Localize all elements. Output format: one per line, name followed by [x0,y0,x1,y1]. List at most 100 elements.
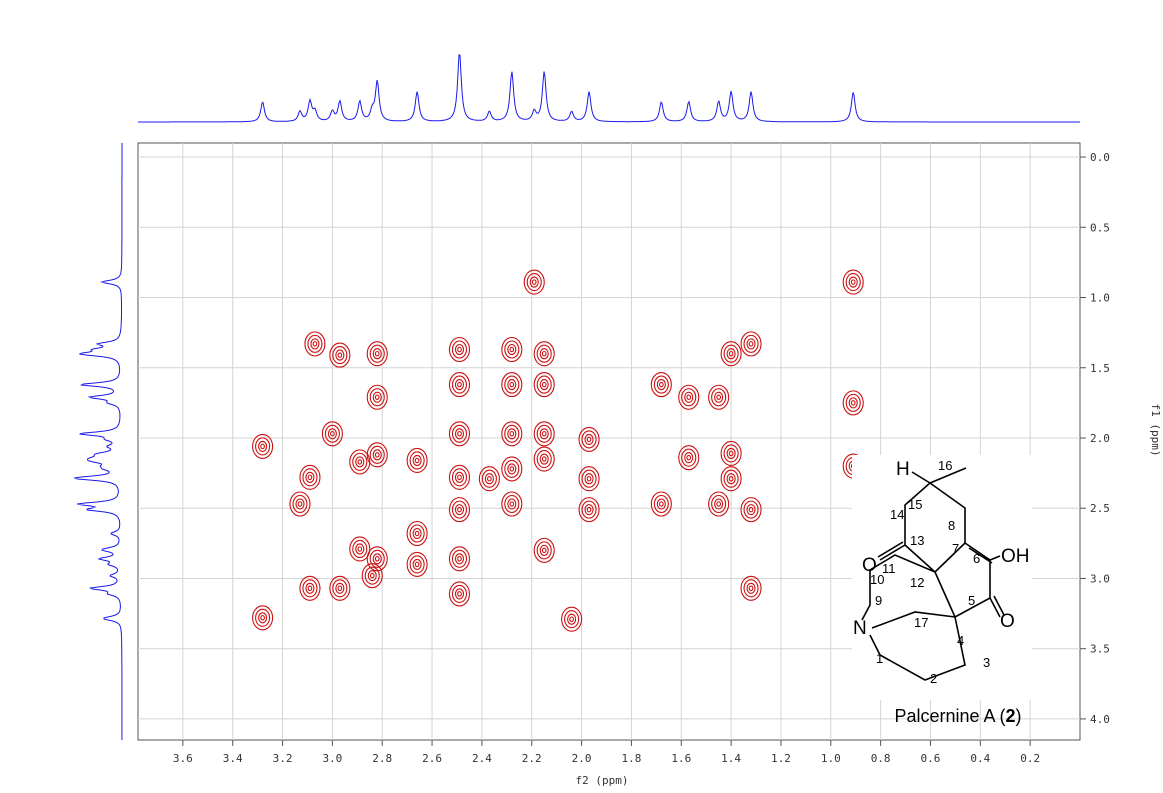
contour-ring [678,445,700,471]
cross-peak [650,491,672,517]
contour-ring [372,348,382,360]
atom-label: 1 [876,651,883,666]
contour-ring [716,394,722,401]
cross-peak [349,536,371,562]
contour-ring [329,342,351,368]
contour-ring [307,334,323,353]
contour-ring [740,331,762,357]
contour-ring [481,469,497,488]
contour-ring [501,421,523,447]
y-axis-label: f1 (ppm) [1149,404,1162,457]
cross-peak [448,336,471,363]
x-tick-label: 1.2 [771,752,791,765]
contour-ring [723,469,739,488]
contour-ring [307,474,313,481]
contour-ring [372,553,382,565]
contour-ring [714,391,724,403]
contour-ring [584,504,594,516]
cross-peak [578,497,600,523]
contour-ring [728,350,734,357]
y-tick-label: 1.0 [1090,292,1110,305]
contour-ring [586,475,592,482]
contour-ring [451,424,468,443]
structure-caption: Palcernine A (2) [894,706,1021,726]
contour-ring [684,452,694,464]
x-axis-label: f2 (ppm) [576,774,629,787]
atom-label: 14 [890,507,904,522]
contour-ring [656,379,666,391]
x-tick-label: 3.4 [223,752,243,765]
contour-ring [531,279,537,285]
contour-ring [352,452,368,471]
atom-label: 4 [957,633,964,648]
cross-peak [501,491,523,517]
contour-ring [848,397,858,409]
contour-ring [726,348,736,360]
x-tick-label: 1.8 [621,752,641,765]
atom-label: 12 [910,575,924,590]
contour-ring [337,352,343,358]
cross-peak [299,575,321,601]
atom-label: 17 [914,615,928,630]
cross-peak [366,384,388,410]
contour-ring [526,273,542,292]
contour-ring [406,520,428,547]
x-tick-label: 0.4 [970,752,990,765]
cross-peak [321,421,343,447]
contour-ring [302,468,318,487]
contour-ring [364,566,380,585]
plot-frame [137,142,1081,741]
cross-peak [406,551,428,577]
contour-ring [681,388,697,407]
atom-label: 13 [910,533,924,548]
atom-label: 8 [948,518,955,533]
contour-ring [349,536,371,562]
cross-peak [448,497,471,523]
contour-ring [501,491,523,517]
contour-ring [720,440,742,466]
contour-ring [708,384,730,410]
contour-ring [255,437,271,456]
contour-ring [406,551,428,577]
y-tick-label: 2.5 [1090,502,1110,515]
contour-ring [720,466,742,492]
contour-ring [650,372,672,398]
contour-ring [454,379,465,391]
contour-ring [258,440,268,452]
contour-ring [740,575,762,601]
contour-ring [304,331,326,357]
contour-ring [372,391,382,403]
contour-ring [478,466,500,492]
contour-ring [584,433,594,445]
contour-ring [743,334,759,353]
contour-ring [743,500,759,519]
cross-peak [366,442,388,468]
contour-ring [374,452,380,458]
contour-ring [539,453,549,465]
contour-ring [711,494,727,514]
contour-ring [414,530,420,537]
cross-peak [501,372,523,398]
peaks [252,269,864,632]
cross-peak [842,390,864,416]
contour-ring [720,341,742,367]
atom-label: 16 [938,458,952,473]
contour-ring [509,501,515,507]
contour-ring [509,466,515,472]
contour-ring [457,556,462,562]
cross-peak [299,464,321,490]
x-tick-label: 2.4 [472,752,492,765]
compound-number: 2 [1006,706,1016,726]
contour-ring [708,491,730,517]
atom-label: H [896,459,910,480]
x-tick-label: 1.0 [821,752,841,765]
contour-ring [260,443,265,450]
contour-ring [581,430,597,449]
contour-ring [536,541,552,560]
cross-peak [361,563,383,589]
contour-ring [748,506,754,513]
atom-label: O [1000,611,1015,632]
contour-ring [501,336,523,363]
contour-ring [533,446,555,472]
